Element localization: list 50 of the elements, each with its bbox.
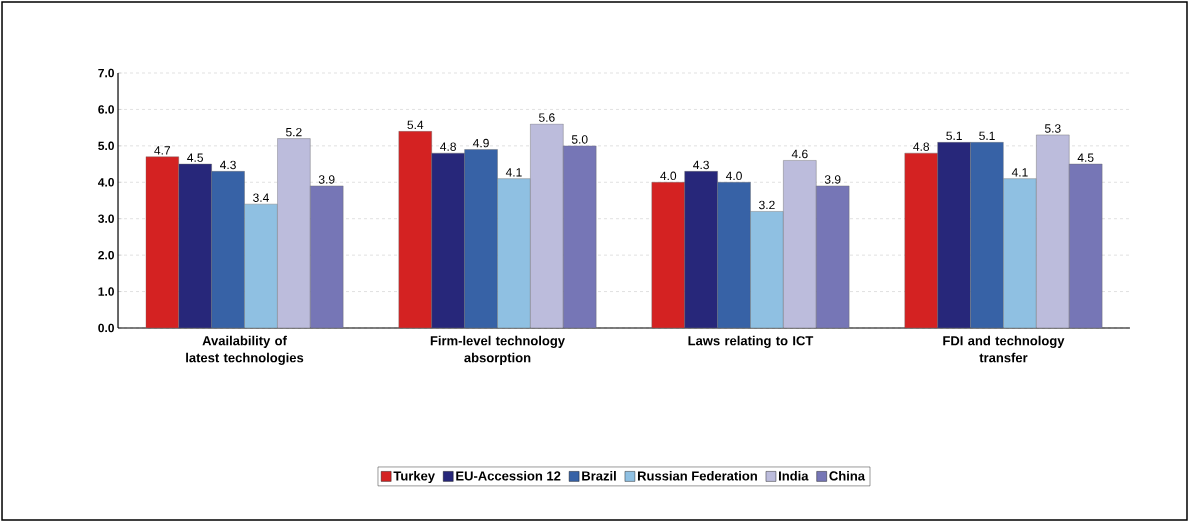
data-label: 4.1	[1011, 168, 1028, 177]
y-tick-label: 0.0	[98, 323, 114, 333]
y-tick-label: 3.0	[98, 214, 114, 223]
data-label: 4.0	[725, 171, 742, 181]
y-tick-label: 2.0	[98, 250, 114, 260]
x-tick-label: Firm-level technology absorption	[430, 335, 565, 365]
bar	[431, 152, 465, 328]
data-label: 3.9	[824, 175, 841, 184]
data-label: 5.3	[1044, 124, 1061, 133]
data-label: 5.1	[946, 131, 962, 141]
data-label: 4.5	[187, 153, 204, 162]
bar	[178, 163, 212, 328]
data-label: 5.0	[571, 135, 588, 144]
y-tick-label: 6.0	[98, 105, 114, 114]
data-label: 4.8	[440, 142, 456, 151]
y-tick-label: 7.0	[98, 68, 114, 78]
data-label: 4.8	[913, 142, 930, 151]
data-label: 4.7	[154, 146, 171, 155]
data-label: 4.3	[693, 160, 709, 170]
bar	[1069, 163, 1103, 328]
data-label: 3.4	[253, 193, 269, 202]
data-label: 4.3	[220, 160, 236, 170]
data-label: 5.6	[538, 113, 555, 122]
x-tick-label: Laws relating to ICT	[688, 335, 814, 348]
legend-label: China	[829, 470, 866, 481]
legend-label: Brazil	[582, 470, 616, 481]
data-label: 4.5	[1077, 153, 1094, 162]
y-tick-label: 1.0	[98, 287, 114, 296]
data-label: 3.9	[318, 175, 335, 184]
data-label: 4.0	[660, 171, 677, 181]
data-label: 5.4	[407, 120, 424, 130]
data-label: 4.9	[472, 138, 489, 148]
data-label: 4.1	[505, 168, 522, 177]
legend-label: India	[779, 470, 809, 481]
x-tick-label: FDI and technology transfer	[943, 335, 1065, 363]
bar	[310, 185, 344, 328]
y-tick-label: 4.0	[97, 178, 114, 187]
data-label: 3.2	[759, 200, 775, 210]
bar	[937, 142, 971, 328]
legend-label: Turkey	[393, 470, 435, 484]
data-label: 4.6	[791, 149, 808, 159]
legend-label: Russian Federation	[637, 470, 757, 481]
y-tick-label: 5.0	[98, 141, 114, 151]
bar	[816, 185, 850, 328]
legend-label: EU-Accession 12	[456, 470, 561, 481]
data-label: 5.1	[979, 131, 995, 141]
bar	[563, 145, 597, 328]
bar	[684, 171, 718, 328]
data-label: 5.2	[285, 127, 302, 137]
x-tick-label: Availability of latest technologies	[186, 335, 304, 365]
